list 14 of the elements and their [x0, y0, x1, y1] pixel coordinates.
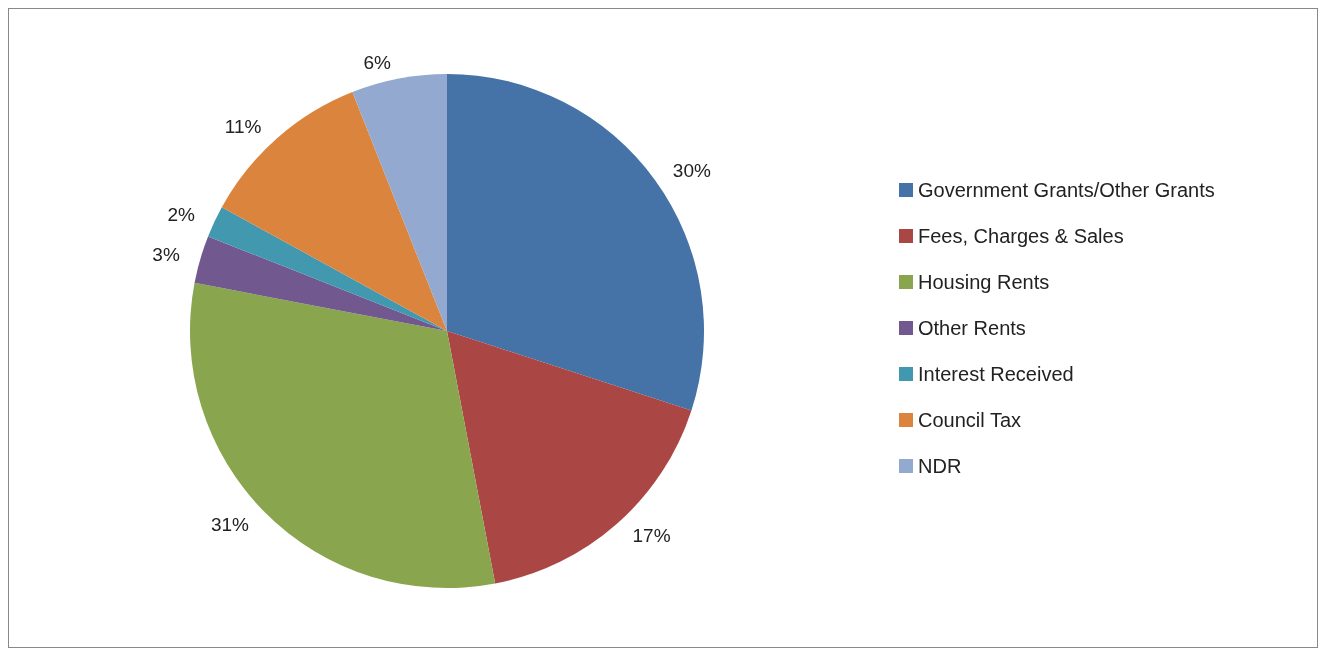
legend-label: Other Rents	[918, 317, 1026, 339]
data-label: 30%	[672, 160, 711, 182]
data-label: 31%	[210, 513, 250, 535]
data-label: 6%	[363, 52, 391, 74]
legend-label: NDR	[918, 455, 962, 477]
legend-label: Interest Received	[918, 363, 1074, 385]
data-label: 11%	[224, 115, 262, 137]
legend-label: Housing Rents	[918, 271, 1050, 293]
data-label: 17%	[632, 525, 671, 547]
data-label: 3%	[152, 244, 180, 266]
legend-label: Government Grants/Other Grants	[918, 179, 1215, 201]
legend-label: Council Tax	[918, 409, 1022, 431]
legend-label: Fees, Charges & Sales	[918, 225, 1124, 247]
data-label: 2%	[167, 204, 196, 226]
